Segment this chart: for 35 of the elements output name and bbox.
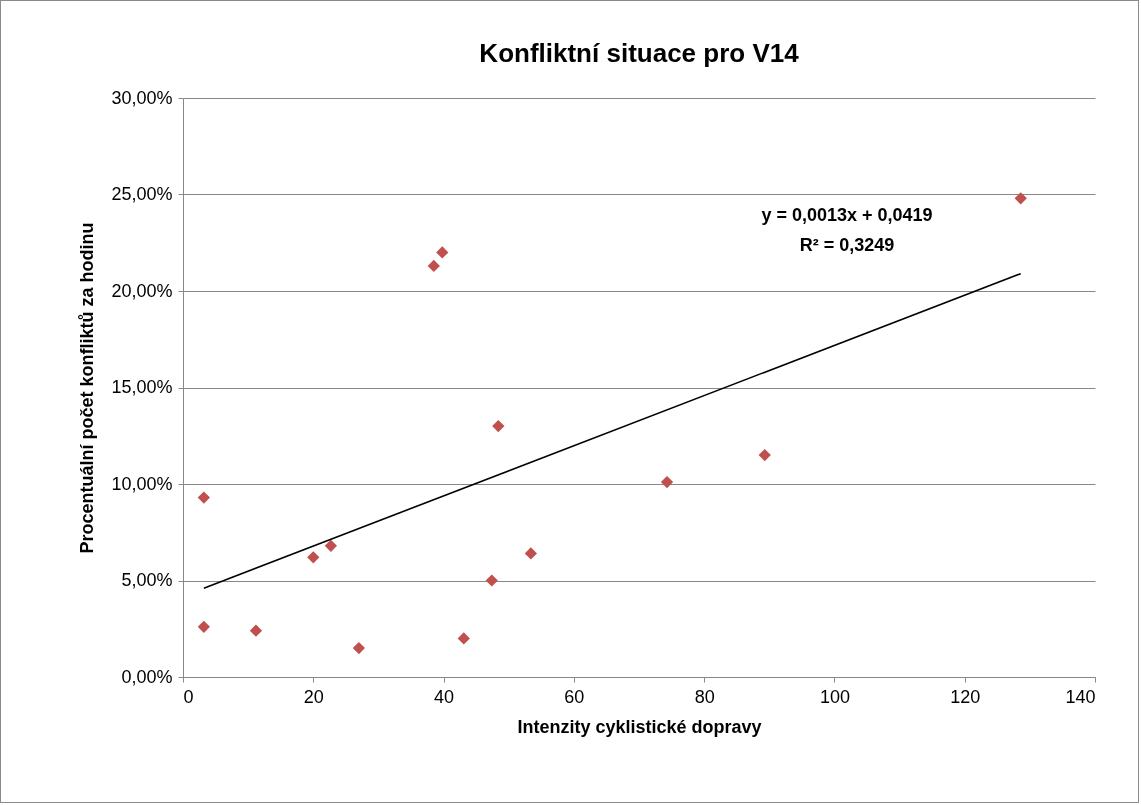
- point: [492, 419, 505, 433]
- point: [485, 574, 498, 587]
- point: [758, 448, 771, 462]
- x-tick-label: 20: [303, 686, 324, 707]
- point: [324, 539, 337, 552]
- point: [197, 491, 210, 504]
- y-tick-label: 15,00%: [111, 377, 173, 397]
- x-tick-label: 80: [694, 686, 715, 707]
- point: [457, 632, 470, 645]
- point: [307, 551, 320, 564]
- x-tick-label: 120: [950, 686, 981, 707]
- x-tick-label: 60: [564, 686, 585, 707]
- y-tick-label: 20,00%: [111, 280, 173, 301]
- y-tick-label: 5,00%: [121, 570, 173, 590]
- x-axis-title: Intenzity cyklistické dopravy: [517, 716, 762, 737]
- point: [660, 475, 674, 489]
- point: [249, 624, 263, 637]
- point: [1014, 192, 1027, 205]
- y-tick-label: 30,00%: [111, 87, 173, 108]
- y-tick-label: 10,00%: [111, 473, 173, 494]
- point: [197, 620, 210, 633]
- x-tick-label: 100: [819, 686, 850, 707]
- x-tick-label: 40: [434, 686, 455, 707]
- chart-title: Konfliktní situace pro V14: [479, 38, 800, 68]
- y-tick-label: 0,00%: [121, 666, 173, 687]
- point: [436, 246, 449, 259]
- y-tick-label: 25,00%: [111, 184, 173, 204]
- point: [427, 259, 440, 273]
- point: [352, 641, 366, 655]
- annotation: y = 0,0013x + 0,0419: [761, 205, 933, 225]
- y-axis-title: Procentuální počet konfliktů za hodinu: [77, 222, 98, 554]
- x-tick-label: 140: [1065, 686, 1096, 707]
- annotation: R² = 0,3249: [799, 235, 895, 255]
- x-tick-label: 0: [183, 686, 194, 707]
- point: [524, 547, 537, 560]
